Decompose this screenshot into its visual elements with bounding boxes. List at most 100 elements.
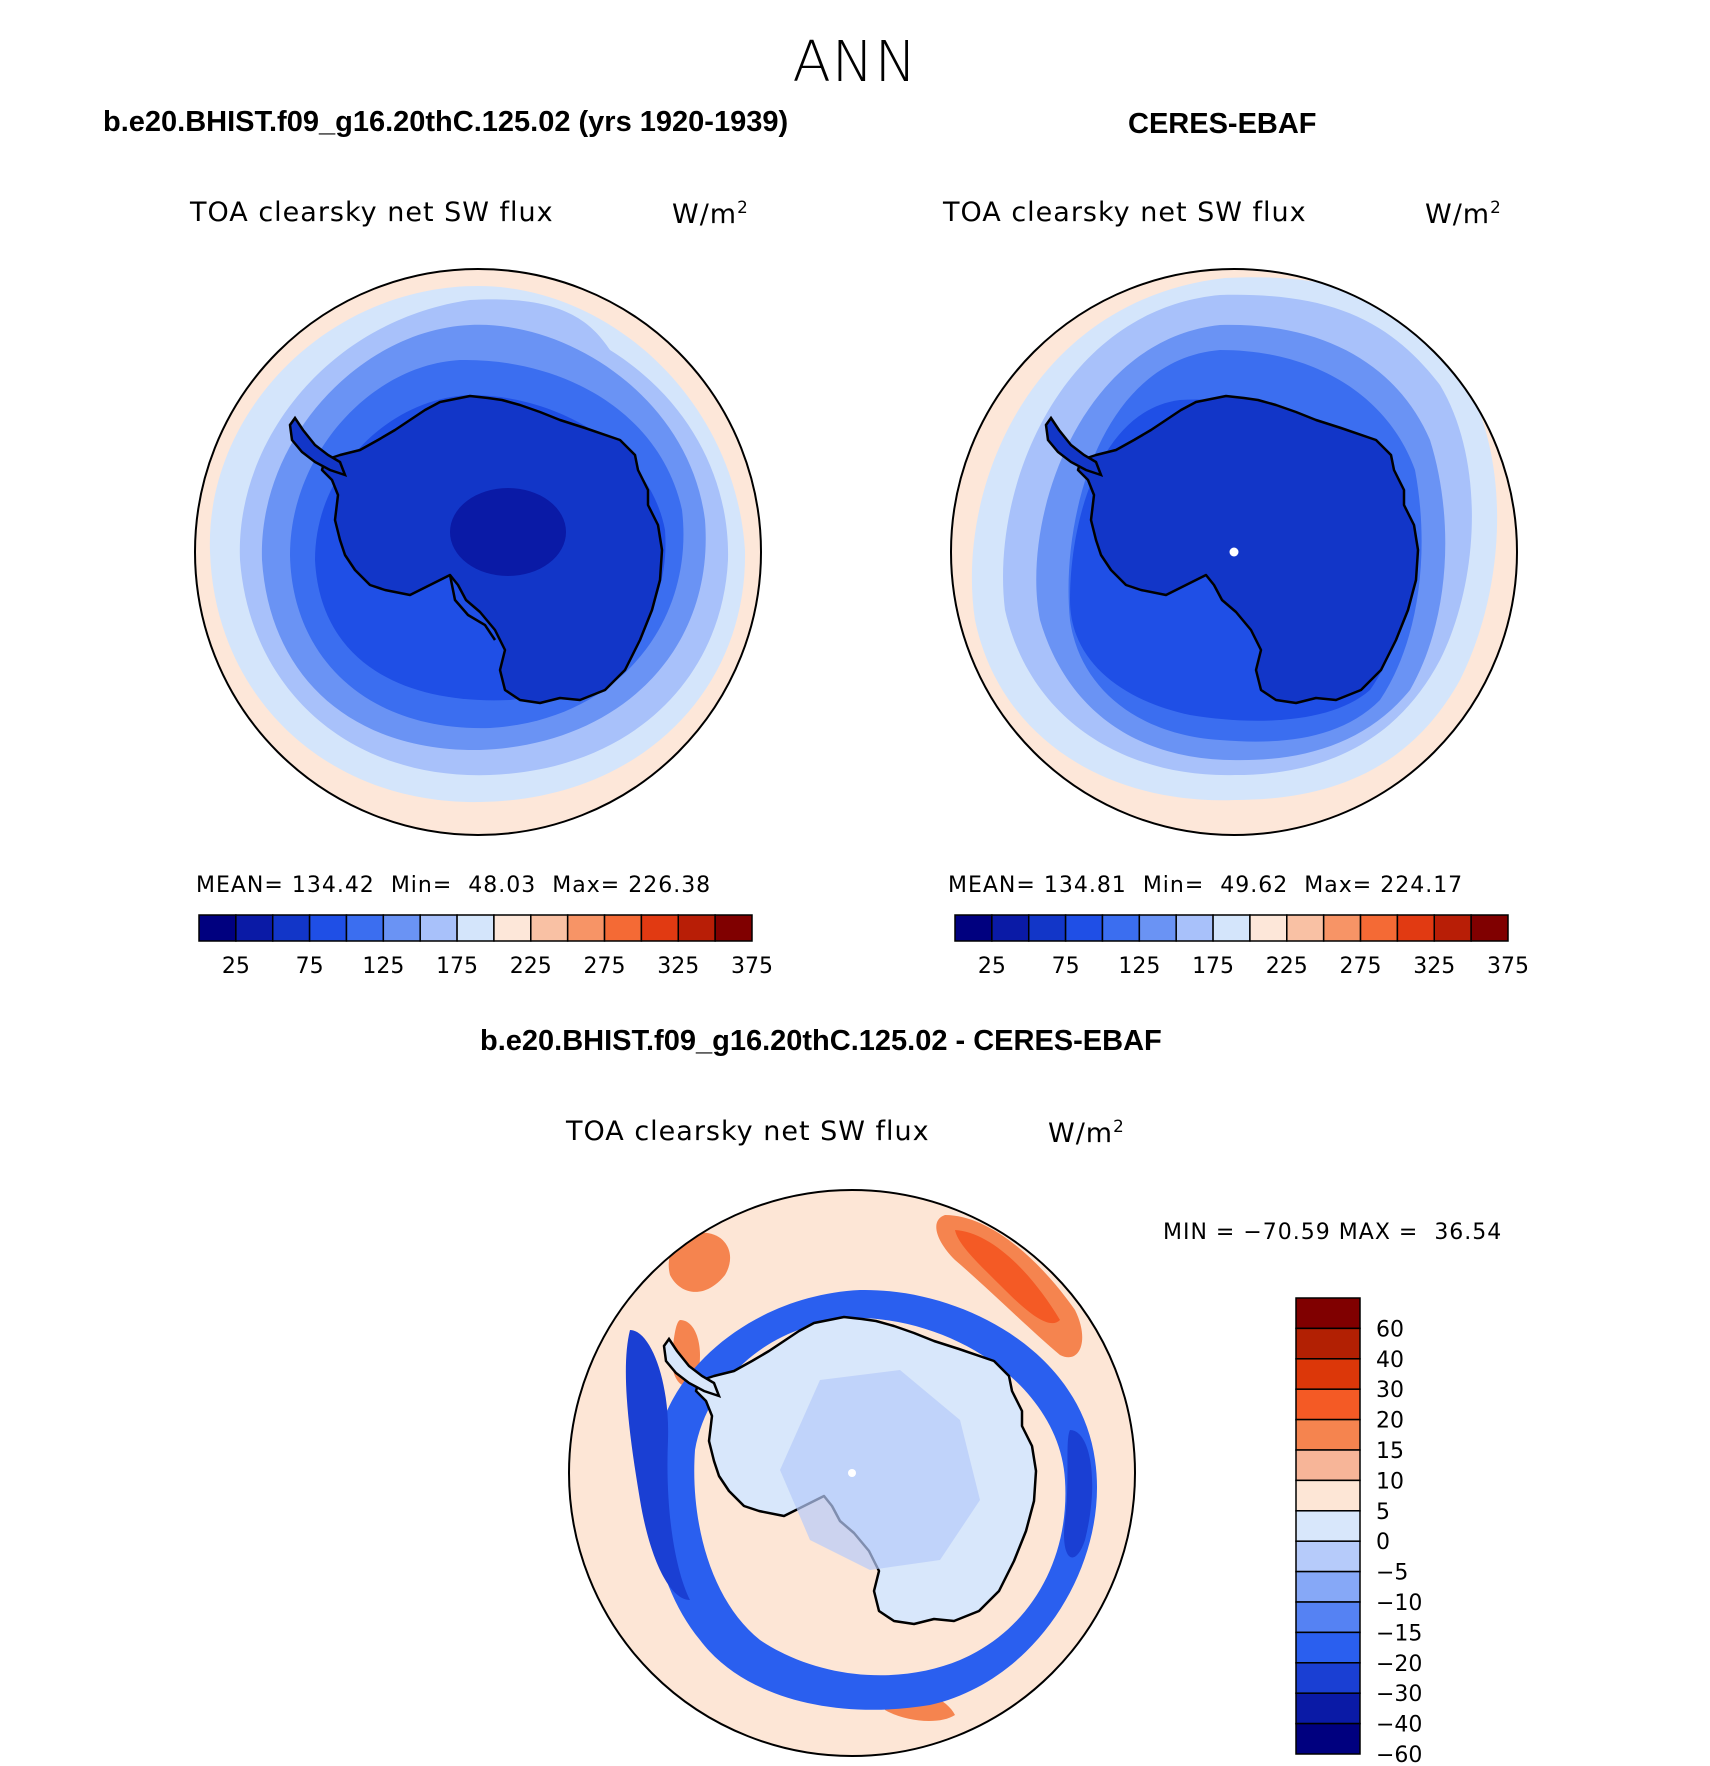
colorbar-box [1295,1692,1361,1725]
model-stats: MEAN= 134.42 Min= 48.03 Max= 226.38 [196,873,711,898]
colorbar-tick-label: −60 [1376,1743,1422,1766]
diff-warm-streak-northwest [668,1232,731,1292]
colorbar-box [1064,914,1104,942]
colorbar-tick-label: 15 [1376,1439,1404,1464]
diff-warm-core-northeast [955,1230,1060,1324]
colorbar-box [530,914,569,942]
difference-units-base: W/m [1048,1118,1114,1149]
colorbar-box [198,914,237,942]
difference-minmax: MIN = −70.59 MAX = 36.54 [1163,1220,1502,1245]
model-max-label: Max= [552,873,621,898]
obs-units-exp: 2 [1490,197,1502,217]
colorbar-box [1212,914,1251,942]
colorbar-tick-label: 375 [731,954,773,979]
obs-mean-label: MEAN= [948,873,1036,898]
difference-polar-map [569,1190,1135,1756]
colorbar-box [1359,914,1399,942]
colorbar-tick-label: 75 [1052,954,1080,979]
colorbar-tick-label: −15 [1376,1621,1422,1646]
colorbar-box [1295,1449,1361,1482]
obs-polar-map [951,269,1517,835]
model-min-value: 48.03 [468,873,537,898]
obs-map-border [950,268,1518,836]
diff-cold-east-coast [1064,1430,1093,1558]
colorbar-box [1295,1570,1361,1603]
model-min-core [450,488,566,576]
model-mean-value: 134.42 [291,873,375,898]
colorbar-tick-label: 0 [1376,1530,1390,1555]
model-panel-header: b.e20.BHIST.f09_g16.20thC.125.02 (yrs 19… [103,106,789,138]
colorbar-box [1101,914,1141,942]
model-variable-title: TOA clearsky net SW flux [190,197,554,228]
difference-header: b.e20.BHIST.f09_g16.20thC.125.02 - CERES… [480,1025,1162,1057]
colorbar-box [1138,914,1177,942]
colorbar-tick-label: 125 [1118,954,1160,979]
colorbar-tick-label: 325 [1413,954,1455,979]
colorbar-box [954,914,993,942]
colorbar-box [1295,1662,1361,1694]
colorbar-tick-label: −40 [1376,1713,1422,1738]
colorbar-tick-label: 275 [584,954,626,979]
diff-pole-marker [848,1469,856,1477]
colorbar-tick-label: −5 [1376,1561,1408,1586]
colorbar-box [345,914,385,942]
colorbar-box [991,914,1030,942]
obs-units: W/m2 [1425,197,1502,230]
difference-units: W/m2 [1048,1116,1125,1149]
colorbar-box [1295,1297,1361,1330]
colorbar-tick-label: 60 [1376,1317,1404,1342]
obs-min-label: Min= [1142,873,1205,898]
colorbar-box [1175,914,1214,942]
colorbar-box [1295,1388,1361,1421]
colorbar-box [1295,1722,1361,1755]
colorbar-box [566,914,606,942]
obs-colorbar: 25 75 125 175 225 275 325 375 [954,914,1529,979]
difference-colorbar: 60 40 30 20 15 10 5 0 −5 −10 −15 −20 −30 −40 −60 [1295,1297,1422,1766]
model-antarctic-peninsula [288,415,348,478]
colorbar-box [1295,1479,1361,1512]
colorbar-box [1322,914,1362,942]
colorbar-tick-label: 20 [1376,1409,1404,1434]
difference-max-value: 36.54 [1434,1220,1503,1245]
colorbar-box [1295,1601,1361,1634]
model-ross-ice-shelf-edge [448,574,497,641]
colorbar-tick-label: 325 [657,954,699,979]
colorbar-box [235,914,274,942]
colorbar-tick-label: 25 [222,954,250,979]
colorbar-box [419,914,458,942]
difference-variable-title: TOA clearsky net SW flux [566,1116,930,1147]
colorbar-box [1295,1358,1361,1390]
colorbar-tick-label: 125 [362,954,404,979]
colorbar-tick-label: 10 [1376,1469,1404,1494]
obs-pole-marker [1229,547,1239,557]
colorbar-tick-label: 225 [1266,954,1308,979]
difference-max-label: MAX = [1338,1220,1419,1245]
colorbar-tick-label: −20 [1376,1652,1422,1677]
colorbar-box [456,914,495,942]
model-units-base: W/m [672,199,738,230]
model-colorbar: 25 75 125 175 225 275 325 375 [198,914,773,979]
colorbar-box [493,914,532,942]
difference-min-value: −70.59 [1243,1220,1331,1245]
obs-stats: MEAN= 134.81 Min= 49.62 Max= 224.17 [948,873,1463,898]
colorbar-box [1295,1540,1361,1573]
diff-cold-west-coast [625,1330,690,1600]
colorbar-box [308,914,348,942]
colorbar-box [1295,1510,1361,1542]
model-units: W/m2 [672,197,749,230]
colorbar-box [640,914,680,942]
colorbar-tick-label: 375 [1487,954,1529,979]
obs-antarctic-peninsula [1044,415,1104,478]
colorbar-tick-label: 5 [1376,1500,1390,1525]
obs-variable-title: TOA clearsky net SW flux [943,197,1307,228]
colorbar-box [1295,1631,1361,1664]
colorbar-tick-label: −30 [1376,1682,1422,1707]
colorbar-tick-label: −10 [1376,1591,1422,1616]
colorbar-box [1396,914,1436,942]
colorbar-box [1470,914,1509,942]
model-map-border [194,268,762,836]
model-units-exp: 2 [737,197,749,217]
model-mean-label: MEAN= [196,873,284,898]
obs-mean-value: 134.81 [1043,873,1127,898]
